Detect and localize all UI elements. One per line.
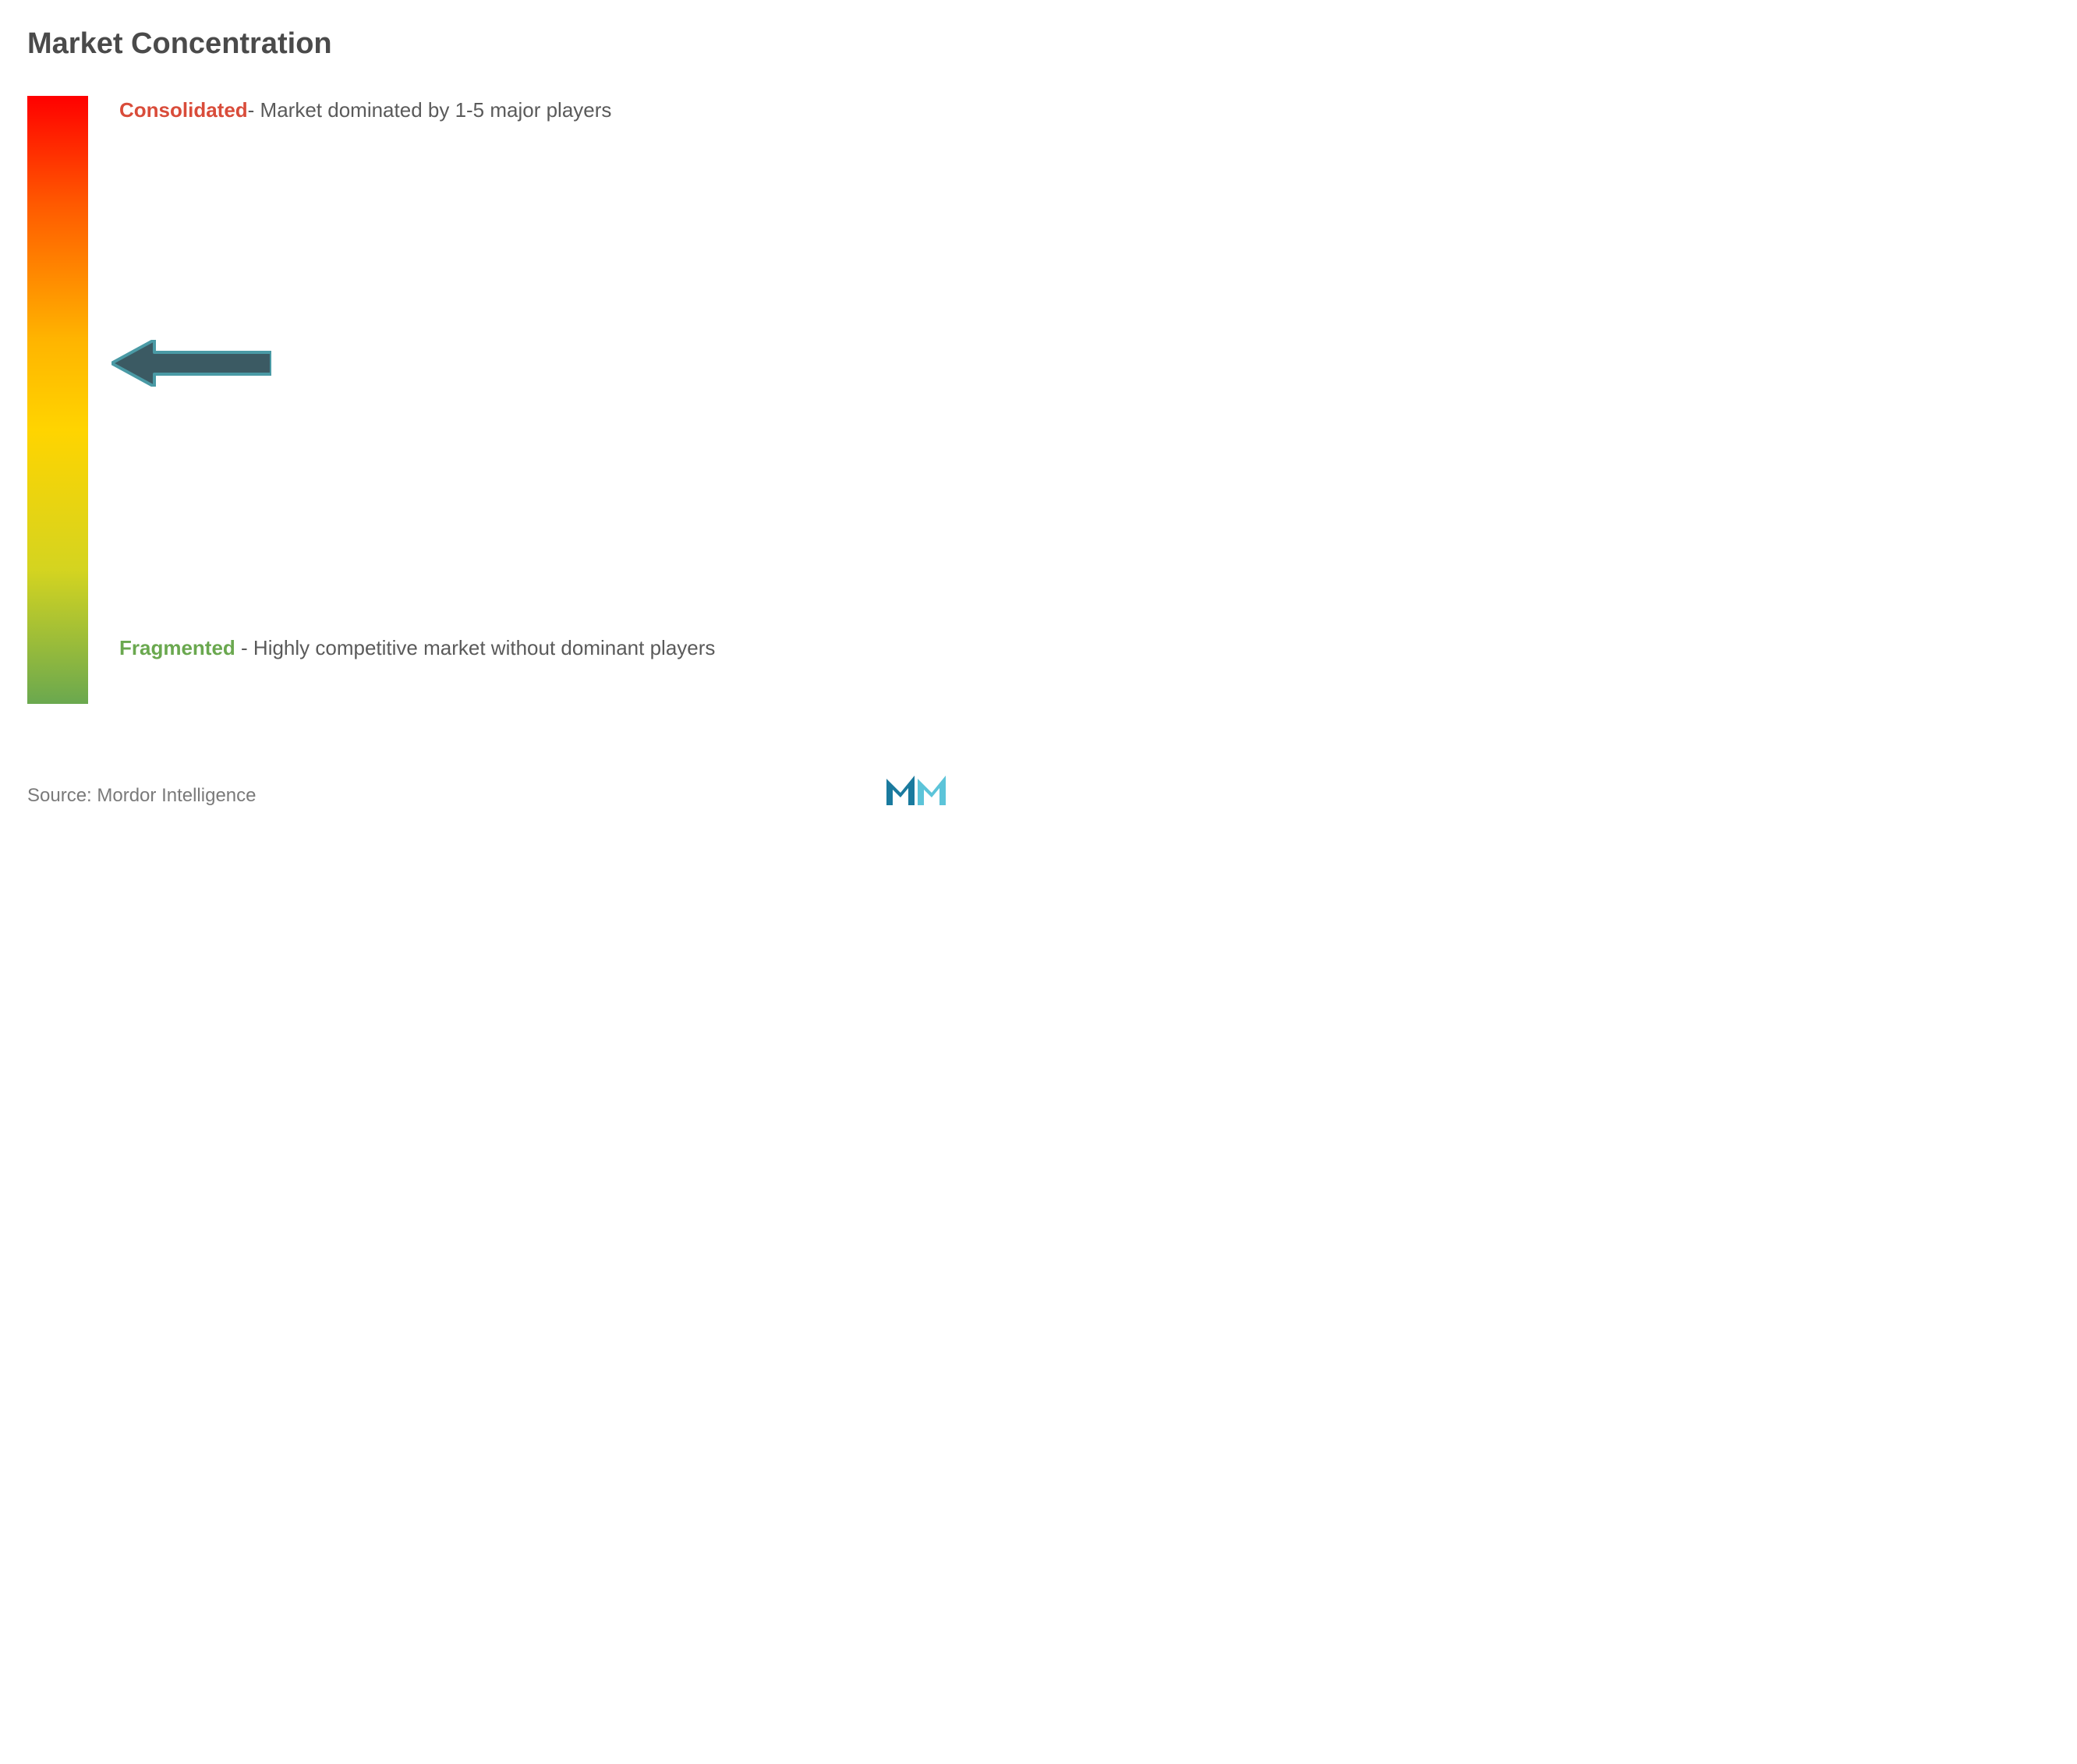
fragmented-label: Fragmented - Highly competitive market w… — [119, 631, 715, 665]
consolidated-description: - Market dominated by 1-5 major players — [248, 98, 612, 122]
position-indicator-arrow — [111, 340, 271, 391]
gradient-bar-svg — [27, 96, 88, 704]
logo-icon — [885, 768, 947, 807]
fragmented-keyword: Fragmented — [119, 636, 235, 659]
source-attribution: Source: Mordor Intelligence — [27, 785, 256, 807]
chart-title: Market Concentration — [27, 27, 947, 61]
chart-footer: Source: Mordor Intelligence — [27, 768, 947, 807]
arrow-icon — [111, 340, 271, 387]
chart-container: Market Concentration C — [0, 0, 975, 826]
fragmented-description: - Highly competitive market without domi… — [235, 636, 716, 659]
consolidated-keyword: Consolidated — [119, 98, 248, 122]
chart-content: Consolidated- Market dominated by 1-5 ma… — [27, 96, 947, 748]
consolidated-label: Consolidated- Market dominated by 1-5 ma… — [119, 96, 611, 124]
labels-column: Consolidated- Market dominated by 1-5 ma… — [119, 96, 947, 704]
concentration-gradient-bar — [27, 96, 88, 704]
brand-logo — [885, 768, 947, 807]
